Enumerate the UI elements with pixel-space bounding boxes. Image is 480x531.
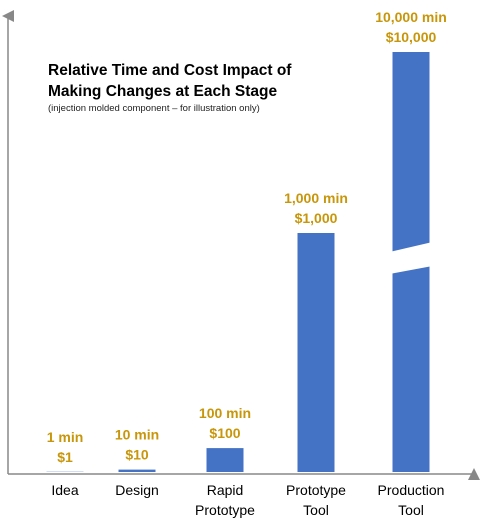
chart-subtitle: (injection molded component – for illust… — [48, 103, 260, 114]
value-label: 100 min — [199, 405, 251, 421]
value-label: 1,000 min — [284, 190, 348, 206]
bar — [118, 469, 156, 472]
axis-break — [389, 242, 433, 274]
value-label: 10,000 min — [375, 9, 447, 25]
value-label: 1 min — [47, 429, 84, 445]
x-tick-label: Production Tool — [377, 482, 445, 518]
cost-label: $1,000 — [295, 210, 338, 226]
cost-label: $100 — [209, 425, 240, 441]
value-label: 10 min — [115, 427, 159, 443]
x-tick-label: Rapid Prototype — [195, 482, 255, 518]
cost-label: $1 — [57, 449, 73, 465]
cost-label: $10,000 — [386, 29, 437, 45]
cost-label: $10 — [125, 447, 149, 463]
x-tick-label: Design — [115, 482, 159, 498]
x-tick-label: Idea — [51, 482, 79, 498]
x-tick-label: Prototype Tool — [286, 482, 346, 518]
bar — [206, 448, 244, 472]
bar — [297, 233, 335, 472]
chart-title: Relative Time and Cost Impact of Making … — [48, 62, 292, 100]
